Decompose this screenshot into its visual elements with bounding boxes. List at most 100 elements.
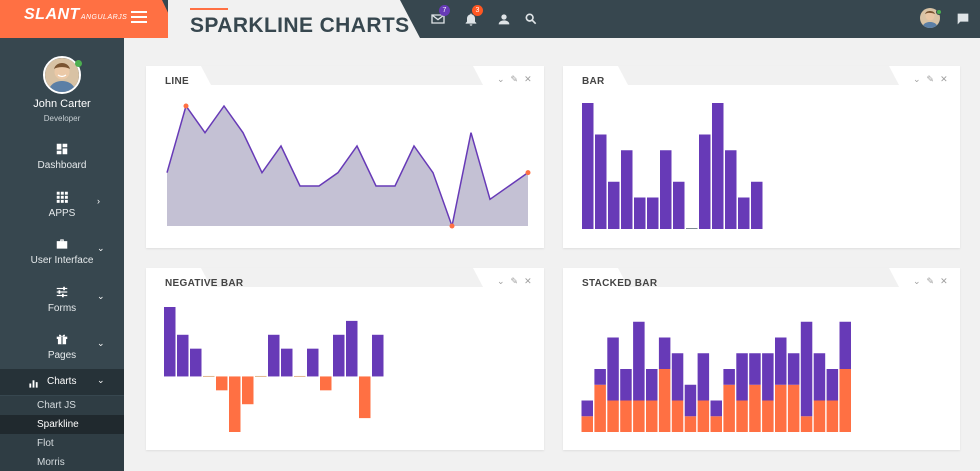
stacked-bar-top	[800, 321, 813, 417]
stacked-bar-base	[762, 400, 774, 432]
stacked-bar-top	[787, 353, 800, 385]
brand-sub: ANGULARJS	[80, 14, 128, 21]
stacked-bar-base	[736, 400, 748, 432]
collapse-icon[interactable]: ⌄	[497, 276, 505, 286]
edit-icon[interactable]: ✎	[510, 74, 519, 84]
user-icon[interactable]	[496, 11, 512, 27]
sidebar-item-label: Dashboard	[37, 160, 87, 171]
user-avatar[interactable]	[43, 56, 81, 94]
stacked-bar-top	[633, 321, 645, 401]
bar-zero	[203, 375, 215, 377]
user-role: Developer	[43, 114, 81, 123]
page-title-tab	[168, 0, 420, 42]
line-max-point	[183, 103, 189, 109]
stacked-bar-top	[581, 400, 593, 417]
stacked-bar-top	[775, 337, 787, 385]
user-name: John Carter	[33, 98, 91, 110]
menu-icon[interactable]	[131, 11, 147, 25]
stacked-bar-top	[826, 369, 839, 401]
bar-negative	[359, 376, 371, 419]
bar-positive	[177, 334, 189, 377]
bar-positive	[268, 334, 280, 377]
stacked-bar-top	[620, 369, 632, 401]
edit-icon[interactable]: ✎	[926, 74, 935, 84]
bar-positive	[333, 334, 345, 377]
collapse-icon[interactable]: ⌄	[913, 74, 921, 84]
collapse-icon[interactable]: ⌄	[497, 74, 505, 84]
edit-icon[interactable]: ✎	[926, 276, 935, 286]
bar	[686, 228, 698, 229]
bar-positive	[190, 348, 202, 377]
title-accent	[190, 8, 228, 10]
card-tools: ⌄ ✎ ✕	[491, 276, 532, 287]
brand-logo[interactable]: SLANTANGULARJS	[24, 6, 127, 24]
bar-positive	[281, 348, 293, 377]
card-title-tab	[563, 66, 628, 85]
stacked-bar-top	[839, 321, 851, 369]
card-body	[146, 287, 544, 450]
sidebar-item-pages[interactable]: Pages ⌄	[0, 328, 124, 374]
bar	[608, 181, 620, 229]
brand-name: SLANT	[24, 6, 80, 23]
bar	[699, 134, 711, 229]
line-last-point	[525, 170, 531, 176]
bar-positive	[372, 334, 384, 377]
card-tools-tab	[889, 66, 960, 85]
bar-sparkline	[563, 66, 960, 248]
close-icon[interactable]: ✕	[940, 74, 948, 84]
stacked-bar-base	[723, 384, 735, 432]
sidebar-subitem-sparkline[interactable]: Sparkline	[0, 415, 124, 434]
stacked-bar-base	[646, 400, 658, 432]
chat-icon[interactable]	[955, 11, 971, 27]
page-title: SPARKLINE CHARTS	[190, 14, 410, 37]
stacked-bar-top	[710, 400, 722, 417]
bar	[751, 181, 763, 229]
sidebar-item-charts[interactable]: Charts ⌄	[0, 369, 124, 395]
stacked-bar-top	[607, 337, 619, 401]
stacked-bar-top	[723, 369, 735, 385]
stacked-bar-base	[633, 400, 645, 432]
briefcase-icon	[55, 237, 69, 251]
bar-negative	[229, 376, 241, 432]
stacked-bar-base	[813, 400, 826, 432]
sidebar-item-label: User Interface	[30, 255, 94, 266]
gift-icon	[55, 332, 69, 346]
edit-icon[interactable]: ✎	[510, 276, 519, 286]
stacked-bar-base	[658, 369, 671, 432]
collapse-icon[interactable]: ⌄	[913, 276, 921, 286]
sidebar-item-forms[interactable]: Forms ⌄	[0, 281, 124, 327]
top-bar: SLANTANGULARJS SPARKLINE CHARTS 7 3	[0, 0, 980, 42]
bar-zero	[255, 375, 267, 377]
search-icon[interactable]	[523, 11, 539, 27]
stacked-bar-top	[646, 369, 658, 401]
stacked-bar-top	[749, 353, 761, 385]
sidebar-subitem-morris[interactable]: Morris	[0, 453, 124, 471]
stacked-bar-base	[620, 400, 632, 432]
close-icon[interactable]: ✕	[524, 276, 532, 286]
bar-negative	[320, 376, 332, 391]
sidebar-item-apps[interactable]: APPS ›	[0, 186, 124, 232]
stacked-bar-base	[581, 416, 593, 432]
card-title: NEGATIVE BAR	[165, 278, 244, 289]
close-icon[interactable]: ✕	[524, 74, 532, 84]
sidebar-item-dashboard[interactable]: Dashboard	[0, 138, 124, 184]
sidebar: John Carter Developer Dashboard APPS › U…	[0, 38, 124, 471]
card-title: BAR	[582, 76, 605, 87]
bell-icon[interactable]: 3	[463, 5, 483, 27]
header-avatar[interactable]	[920, 8, 940, 28]
card-tools: ⌄ ✎ ✕	[907, 74, 948, 85]
stacked-bar-sparkline	[563, 268, 960, 450]
brand: SLANTANGULARJS	[0, 0, 180, 38]
user-online-dot	[75, 60, 82, 67]
sidebar-subitem-chart-js[interactable]: Chart JS	[0, 396, 124, 415]
mail-icon[interactable]: 7	[430, 5, 450, 27]
sidebar-item-user-interface[interactable]: User Interface ⌄	[0, 233, 124, 279]
stacked-bar-base	[826, 400, 839, 432]
stacked-bar-top	[658, 337, 671, 369]
sidebar-subitem-flot[interactable]: Flot	[0, 434, 124, 453]
close-icon[interactable]: ✕	[940, 276, 948, 286]
bar	[595, 134, 607, 229]
sidebar-item-label: APPS	[48, 208, 76, 219]
card-header-band	[563, 66, 960, 85]
bar	[712, 103, 724, 229]
